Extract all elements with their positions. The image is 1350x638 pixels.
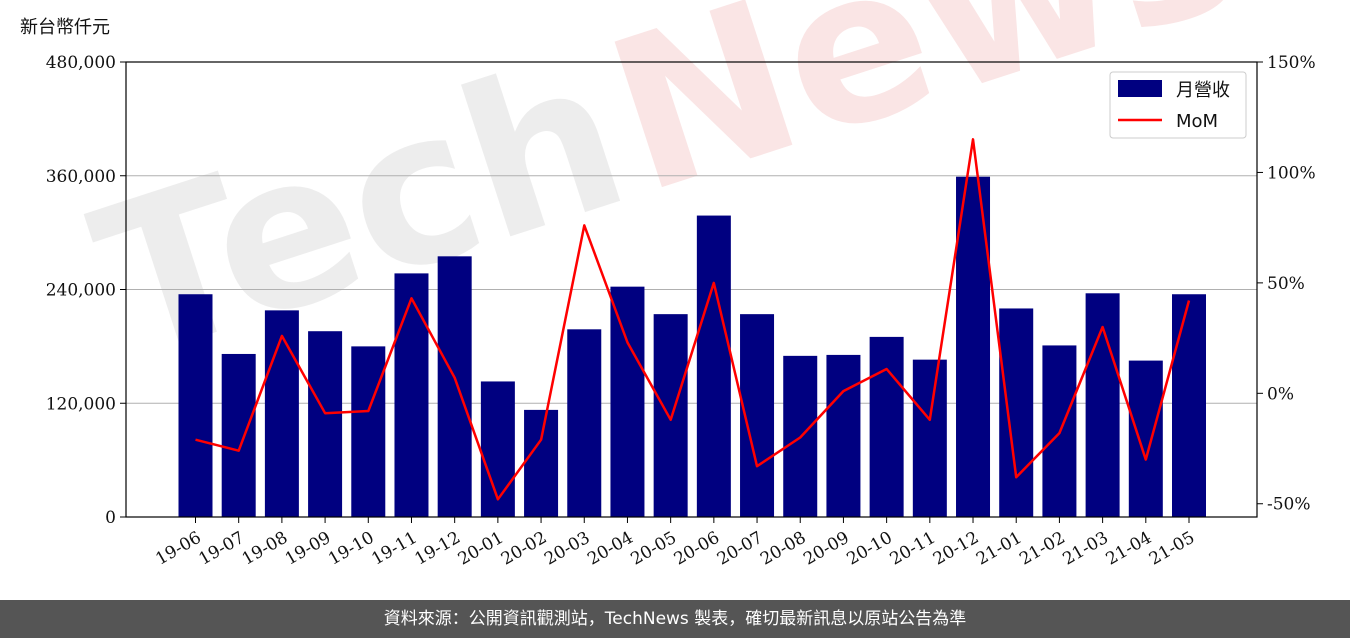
mom-line-series: [195, 138, 1191, 501]
x-tick-label: 21-02: [1016, 528, 1068, 570]
legend-label-mom: MoM: [1176, 111, 1218, 132]
footer-text: 資料來源：公開資訊觀測站，TechNews 製表，確切最新訊息以原站公告為準: [383, 609, 967, 629]
x-tick-label: 21-01: [973, 528, 1025, 570]
bar-19-07: [221, 353, 256, 517]
footer-source-note: 資料來源：公開資訊觀測站，TechNews 製表，確切最新訊息以原站公告為準: [0, 600, 1350, 638]
bar-20-05: [653, 314, 688, 517]
x-tick-label: 19-10: [325, 528, 377, 570]
chart-area: Tech News 新台幣仟元 0 120,000 240,000 360,000 48…: [20, 0, 1316, 570]
left-tick-label: 0: [105, 508, 116, 528]
bar-20-09: [826, 354, 861, 517]
bar-20-02: [524, 409, 559, 517]
x-tick-label: 21-04: [1103, 528, 1155, 570]
x-tick-label: 20-12: [930, 528, 982, 570]
revenue-chart: Tech News 新台幣仟元 0120,000240,000360,00048…: [20, 0, 1316, 570]
x-tick-label: 20-04: [584, 528, 636, 570]
bar-20-03: [567, 329, 602, 517]
x-tick-label: 19-11: [368, 528, 420, 570]
bar-21-05: [1172, 294, 1206, 517]
bar-19-09: [308, 331, 343, 517]
x-tick-label: 20-03: [541, 528, 593, 570]
bar-19-11: [394, 273, 429, 517]
bar-20-11: [912, 359, 947, 517]
x-tick-label: 19-09: [282, 528, 334, 570]
left-tick-label: 120,000: [46, 394, 116, 414]
left-tick-label: 360,000: [46, 167, 116, 187]
legend-swatch-bar: [1118, 80, 1162, 97]
bar-20-10: [869, 336, 904, 517]
x-tick-label: 19-08: [239, 528, 291, 570]
y-axis-unit-label: 新台幣仟元: [20, 17, 110, 38]
x-tick-label: 19-12: [412, 528, 464, 570]
bar-19-12: [437, 256, 472, 517]
x-tick-label: 20-05: [628, 528, 680, 570]
x-tick-label: 20-07: [714, 528, 766, 570]
bar-19-08: [264, 310, 299, 517]
right-tick-label: 100%: [1267, 163, 1316, 183]
bar-21-01: [999, 308, 1034, 517]
right-tick-label: 50%: [1267, 274, 1305, 294]
x-tick-label: 21-05: [1146, 528, 1198, 570]
bar-20-04: [610, 286, 645, 517]
legend: 月營收 MoM: [1109, 71, 1247, 139]
bar-20-06: [696, 215, 731, 517]
bar-19-06: [178, 294, 213, 517]
x-tick-label: 20-02: [498, 528, 550, 570]
x-tick-label: 20-09: [800, 528, 852, 570]
bar-series: [178, 176, 1206, 517]
x-tick-label: 21-03: [1059, 528, 1111, 570]
x-tick-label: 19-07: [196, 528, 248, 570]
mom-line: [195, 138, 1191, 501]
legend-label-revenue: 月營收: [1176, 80, 1230, 101]
x-tick-label: 20-01: [455, 528, 507, 570]
x-tick-label: 20-08: [757, 528, 809, 570]
x-tick-label: 20-11: [887, 528, 939, 570]
right-tick-label: -50%: [1267, 495, 1311, 515]
x-tick-label: 20-06: [671, 528, 723, 570]
left-tick-label: 240,000: [46, 281, 116, 301]
left-tick-label: 480,000: [46, 53, 116, 73]
right-tick-label: 0%: [1267, 384, 1294, 404]
bar-20-01: [480, 381, 515, 517]
x-tick-label: 19-06: [152, 528, 204, 570]
right-tick-label: 150%: [1267, 53, 1316, 73]
x-tick-label: 20-10: [843, 528, 895, 570]
bar-21-04: [1128, 360, 1163, 517]
bar-19-10: [351, 346, 386, 517]
